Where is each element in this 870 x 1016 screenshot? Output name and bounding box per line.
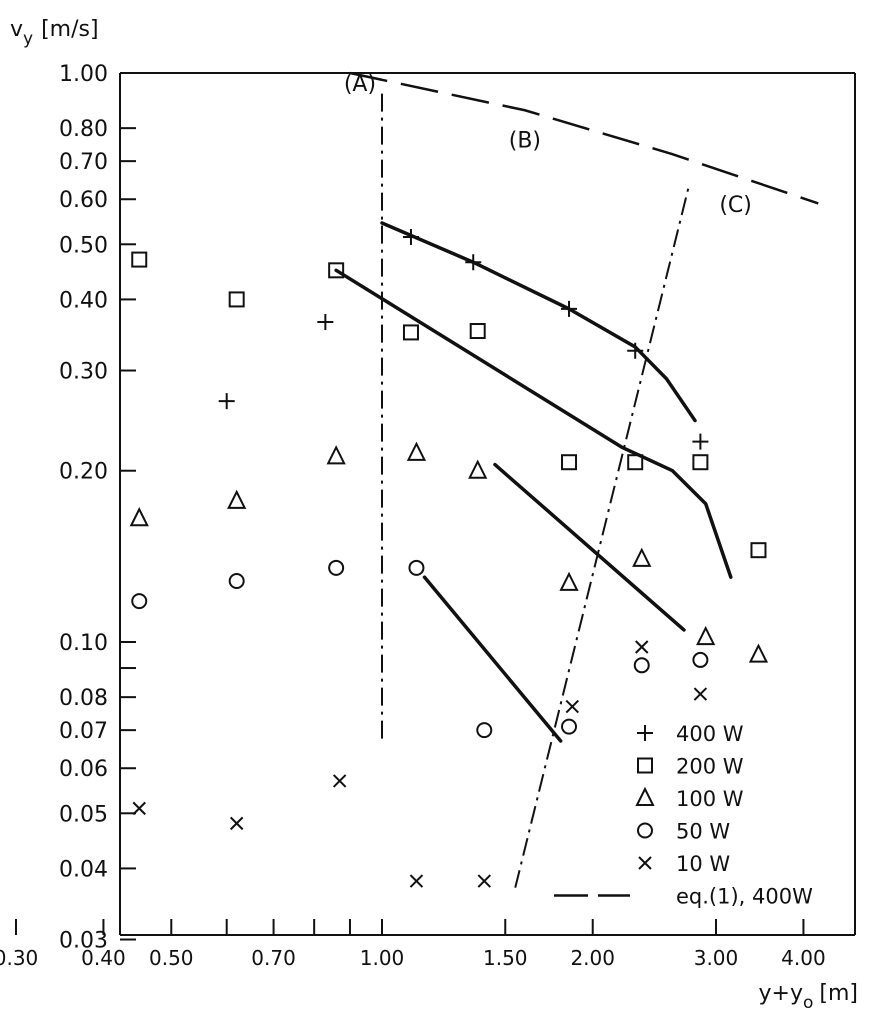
- point-50w-1: [228, 572, 245, 589]
- y-tick-label: 1.00: [59, 62, 108, 87]
- point-10w-4: [477, 874, 491, 888]
- point-10w-5: [565, 699, 579, 714]
- point-400w-5: [627, 342, 644, 359]
- point-100w-3: [406, 441, 427, 461]
- point-50w-2: [328, 559, 345, 576]
- point-50w-5: [561, 718, 578, 735]
- legend-label-5: eq.(1), 400W: [676, 885, 813, 909]
- x-tick-label: 0.30: [0, 946, 38, 970]
- point-10w-3: [409, 874, 424, 888]
- legend-marker-3: [637, 822, 653, 839]
- y-tick-label: 0.04: [59, 857, 108, 882]
- point-200w-1: [228, 291, 245, 308]
- point-200w-7: [692, 454, 709, 471]
- point-100w-5: [559, 571, 579, 591]
- point-10w-0: [132, 801, 146, 816]
- y-axis-title: vy [m/s]: [10, 17, 99, 49]
- point-400w-6: [692, 433, 709, 450]
- legend-marker-2: [635, 786, 655, 806]
- y-tick-label: 0.20: [59, 460, 108, 485]
- point-100w-4: [468, 459, 488, 479]
- point-200w-6: [627, 454, 644, 471]
- region-label: (B): [509, 128, 541, 153]
- point-50w-4: [476, 722, 493, 739]
- point-10w-7: [693, 687, 708, 701]
- fit-line-50w: [422, 575, 563, 743]
- point-200w-0: [131, 251, 148, 268]
- point-400w-0: [218, 393, 235, 410]
- y-tick-label: 0.06: [59, 757, 108, 782]
- point-100w-1: [227, 489, 247, 509]
- point-50w-7: [692, 651, 709, 668]
- point-100w-7: [696, 625, 716, 646]
- point-100w-0: [129, 507, 149, 527]
- point-400w-2: [402, 228, 419, 245]
- point-100w-2: [326, 445, 346, 465]
- y-tick-label: 0.80: [59, 117, 108, 142]
- x-axis-title: y+yo [m]: [759, 981, 859, 1012]
- y-tick-label: 0.70: [59, 150, 108, 175]
- legend-label-4: 10 W: [676, 852, 730, 876]
- region-label: (A): [344, 72, 376, 97]
- point-200w-4: [469, 323, 486, 340]
- point-10w-2: [332, 774, 347, 788]
- x-tick-label: 0.70: [251, 946, 296, 970]
- x-tick-label: 3.00: [694, 946, 739, 970]
- point-200w-2: [328, 262, 345, 279]
- legend-label-1: 200 W: [676, 755, 744, 779]
- y-tick-label: 0.07: [59, 719, 108, 744]
- y-tick-label: 0.40: [59, 288, 108, 313]
- x-tick-label: 0.40: [81, 946, 126, 970]
- region-boundary-b-c: [514, 183, 691, 888]
- point-400w-4: [561, 300, 578, 317]
- point-200w-8: [750, 542, 767, 559]
- point-10w-6: [635, 640, 649, 654]
- region-label: (C): [719, 193, 752, 218]
- x-tick-label: 1.50: [483, 946, 528, 970]
- x-tick-label: 4.00: [781, 946, 826, 970]
- y-tick-label: 0.10: [59, 631, 108, 656]
- point-50w-3: [408, 559, 425, 576]
- y-tick-label: 0.50: [59, 233, 108, 258]
- legend-marker-0: [637, 725, 653, 741]
- point-200w-3: [402, 324, 419, 341]
- x-tick-label: 2.00: [570, 946, 615, 970]
- y-tick-label: 0.30: [59, 360, 108, 385]
- reference-line-eq1: [349, 71, 819, 205]
- point-50w-6: [633, 657, 650, 674]
- fit-line-400w: [380, 221, 697, 423]
- point-100w-6: [632, 547, 652, 567]
- x-tick-label: 0.50: [149, 946, 194, 970]
- x-tick-label: 1.00: [360, 946, 405, 970]
- legend-marker-1: [637, 757, 653, 774]
- point-400w-1: [317, 314, 334, 331]
- y-tick-label: 0.03: [59, 929, 108, 954]
- point-200w-5: [561, 454, 578, 471]
- y-tick-label: 0.60: [59, 188, 108, 213]
- point-50w-0: [131, 593, 148, 610]
- fit-line-200w: [334, 268, 733, 579]
- y-tick-label: 0.08: [59, 686, 108, 711]
- point-400w-3: [465, 254, 482, 271]
- point-10w-1: [229, 816, 244, 831]
- legend-label-2: 100 W: [676, 787, 744, 811]
- legend-label-3: 50 W: [676, 820, 730, 844]
- legend-label-0: 400 W: [676, 722, 744, 746]
- y-tick-label: 0.05: [59, 802, 108, 827]
- point-100w-8: [748, 643, 769, 663]
- legend-marker-4: [638, 856, 652, 870]
- fit-line-100w: [493, 462, 686, 632]
